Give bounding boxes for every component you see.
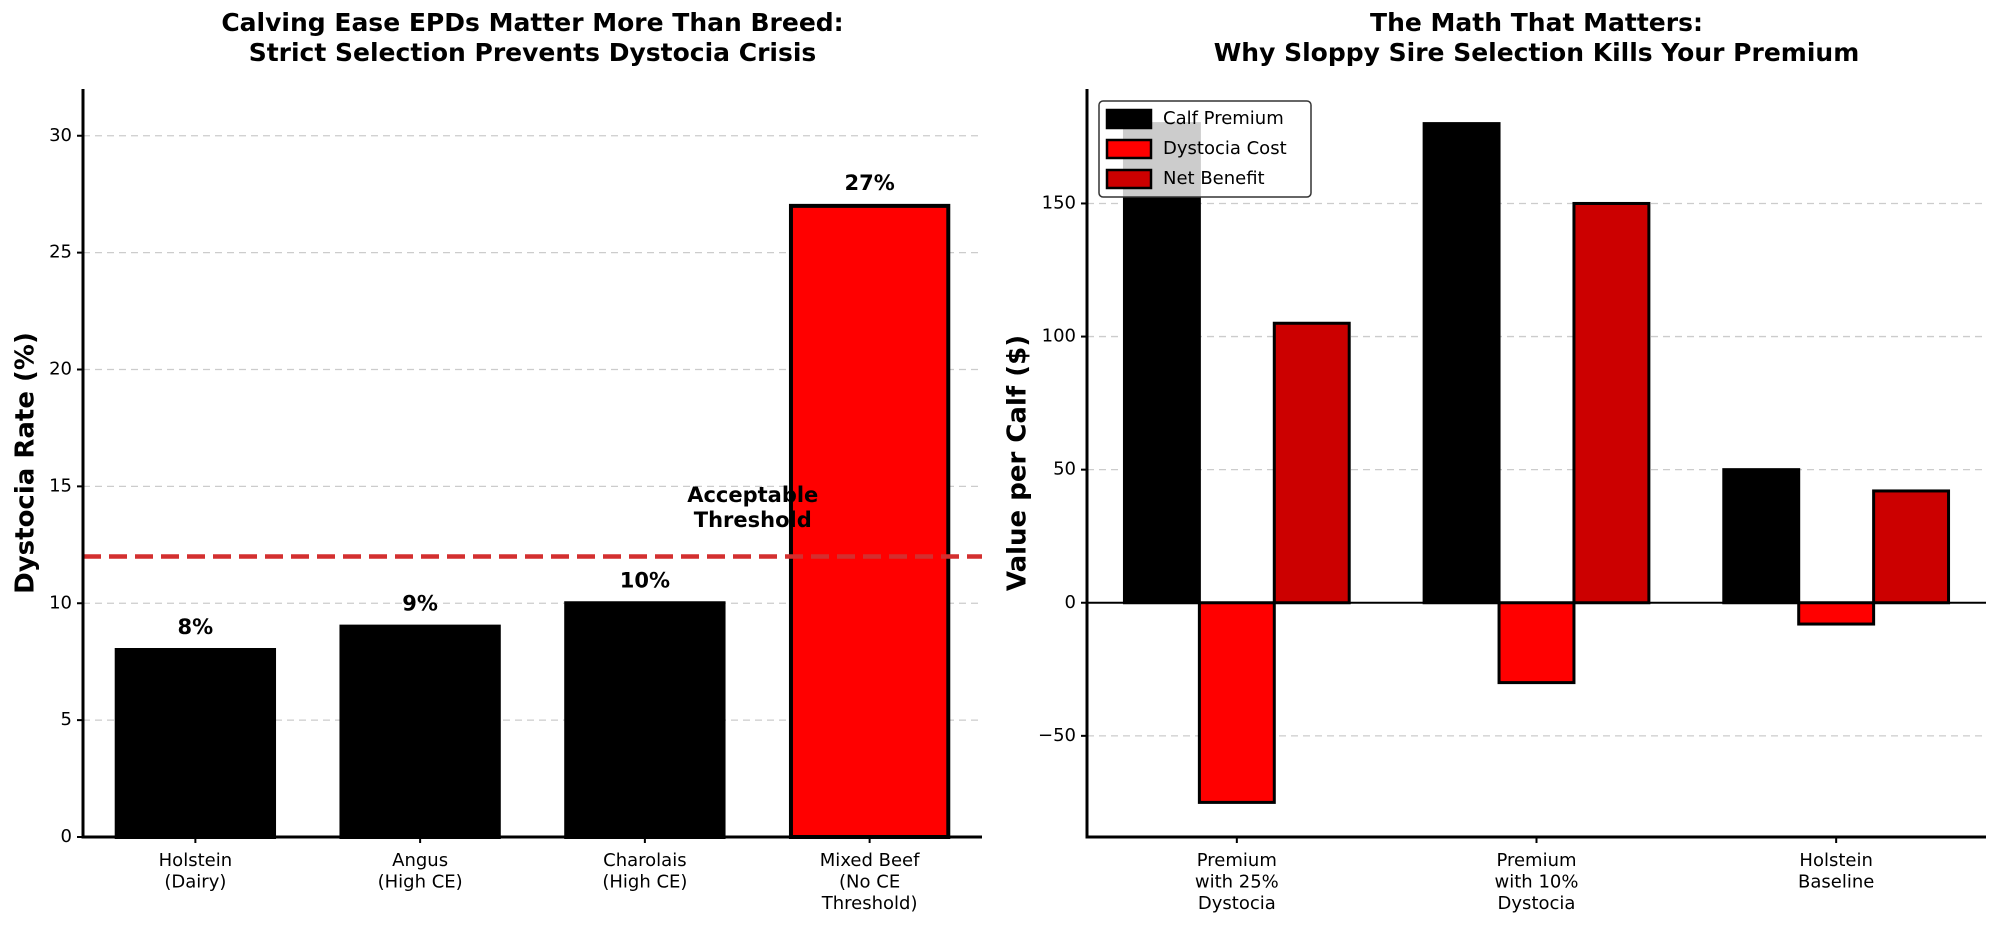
bar <box>564 601 726 839</box>
x-tick-label: Angus (High CE) <box>378 850 463 893</box>
y-tick-label: 5 <box>61 709 72 730</box>
bar <box>339 624 501 839</box>
y-axis-label: Value per Calf ($) <box>1003 335 1033 591</box>
y-tick-label: 25 <box>49 242 72 263</box>
legend-label: Calf Premium <box>1163 108 1284 129</box>
y-tick-label: 150 <box>1042 192 1076 213</box>
legend-label: Net Benefit <box>1163 168 1265 189</box>
x-tick-label: Premium with 10% Dystocia <box>1495 850 1579 914</box>
y-tick-label: 20 <box>49 359 72 380</box>
value-label: 27% <box>844 171 894 195</box>
value-label: 8% <box>178 615 214 639</box>
chart-title: Calving Ease EPDs Matter More Than Breed… <box>221 8 843 67</box>
y-tick-label: 0 <box>1065 592 1076 613</box>
bar <box>114 648 277 839</box>
bar <box>1722 468 1801 605</box>
legend-swatch <box>1105 108 1153 130</box>
chart-title: The Math That Matters: Why Sloppy Sire Se… <box>1214 8 1860 67</box>
y-tick-label: 15 <box>49 475 72 496</box>
bar <box>1872 489 1951 605</box>
x-tick-label: Holstein (Dairy) <box>159 850 232 893</box>
bar <box>788 203 951 839</box>
bar <box>1197 601 1276 804</box>
y-axis-label: Dystocia Rate (%) <box>11 332 41 594</box>
bar <box>1797 601 1876 626</box>
legend-swatch <box>1105 168 1153 190</box>
bar <box>1272 321 1351 605</box>
value-label: 9% <box>402 592 438 616</box>
bar <box>1497 601 1576 685</box>
legend-swatch <box>1105 138 1153 160</box>
x-tick-label: Charolais (High CE) <box>602 850 687 893</box>
y-tick-label: 50 <box>1053 459 1076 480</box>
y-tick-label: 0 <box>61 826 72 847</box>
x-tick-label: Premium with 25% Dystocia <box>1195 850 1279 914</box>
value-label: 10% <box>620 568 670 592</box>
y-tick-label: −50 <box>1038 725 1076 746</box>
threshold-label: Acceptable Threshold <box>687 483 818 532</box>
y-tick-label: 10 <box>49 592 72 613</box>
y-tick-label: 100 <box>1042 326 1076 347</box>
x-tick-label: Mixed Beef (No CE Threshold) <box>820 850 920 914</box>
x-tick-label: Holstein Baseline <box>1798 850 1874 893</box>
bar <box>1572 201 1651 605</box>
bar <box>1422 122 1501 605</box>
legend-label: Dystocia Cost <box>1163 138 1287 159</box>
bar <box>1122 122 1201 605</box>
y-tick-label: 30 <box>49 125 72 146</box>
